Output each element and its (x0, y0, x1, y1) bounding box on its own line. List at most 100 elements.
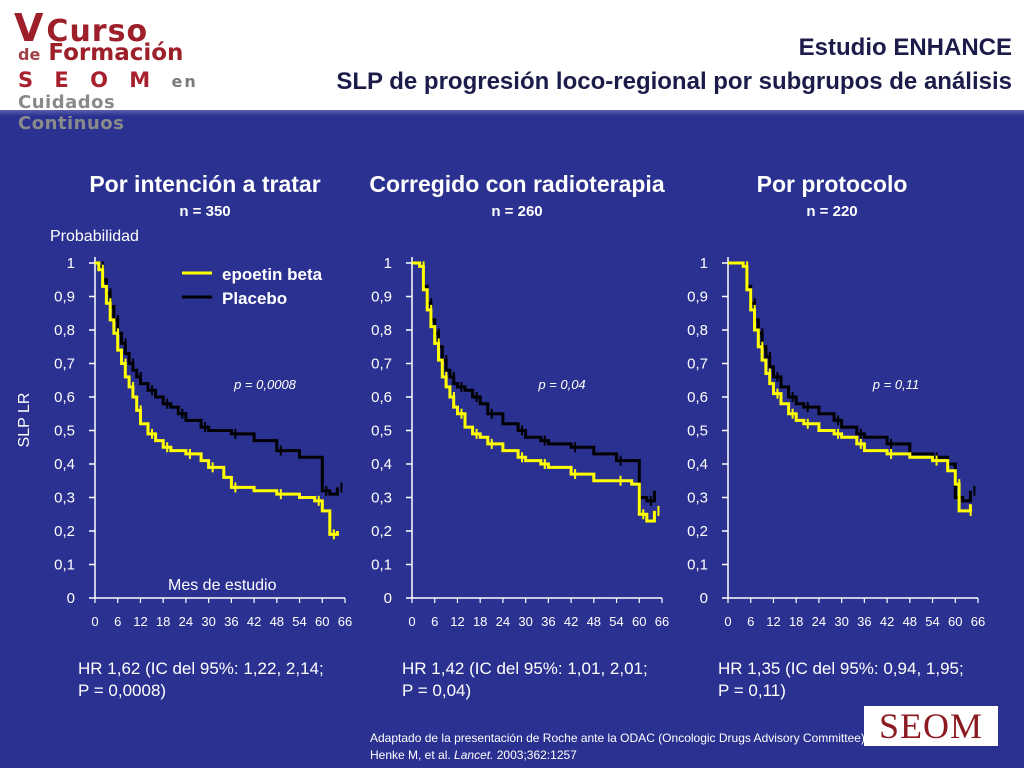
header-band (0, 110, 1024, 116)
x-tick-label-radio: 6 (431, 614, 438, 629)
y-tick-label-itt: 0,4 (54, 456, 75, 473)
x-tick-label-protocol: 66 (971, 614, 985, 629)
y-tick-label-radio: 0,8 (371, 322, 392, 339)
y-tick-label-itt: 0 (67, 590, 75, 607)
x-tick-label-itt: 12 (133, 614, 147, 629)
panel-n-radio: n = 260 (491, 203, 542, 220)
y-tick-label-protocol: 0,9 (687, 289, 708, 306)
x-tick-label-protocol: 6 (747, 614, 754, 629)
p-value-protocol: p = 0,11 (872, 377, 919, 392)
x-tick-label-radio: 42 (564, 614, 578, 629)
x-tick-label-protocol: 54 (925, 614, 939, 629)
y-tick-label-radio: 1 (384, 255, 392, 272)
seom-logo: SEOM (864, 706, 998, 746)
p-value-radio: p = 0,04 (537, 377, 585, 392)
x-tick-label-itt: 66 (338, 614, 352, 629)
x-tick-label-radio: 18 (473, 614, 487, 629)
x-tick-label-itt: 60 (315, 614, 329, 629)
y-tick-label-radio: 0,2 (371, 523, 392, 540)
x-tick-label-radio: 36 (541, 614, 555, 629)
slide-subtitle: SLP de progresión loco-regional por subg… (336, 68, 1012, 95)
panel-n-itt: n = 350 (179, 203, 230, 220)
slide-title: Estudio ENHANCE (798, 34, 1012, 61)
panel-n-protocol: n = 220 (806, 203, 857, 220)
x-tick-label-itt: 42 (247, 614, 261, 629)
series-line-itt-placebo (95, 261, 339, 496)
y-tick-label-protocol: 0,6 (687, 389, 708, 406)
y-tick-label-protocol: 0,8 (687, 322, 708, 339)
y-tick-label-itt: 0,1 (54, 557, 75, 574)
x-tick-label-radio: 12 (450, 614, 464, 629)
y-tick-label-radio: 0,6 (371, 389, 392, 406)
x-tick-label-protocol: 30 (834, 614, 848, 629)
y-tick-label-protocol: 0,5 (687, 423, 708, 440)
x-tick-label-protocol: 60 (948, 614, 962, 629)
legend-label-epoetin-beta: epoetin beta (222, 265, 323, 284)
y-tick-label-protocol: 0,3 (687, 490, 708, 507)
y-tick-label-radio: 0,9 (371, 289, 392, 306)
x-tick-label-radio: 66 (655, 614, 669, 629)
x-tick-label-itt: 36 (224, 614, 238, 629)
x-tick-label-protocol: 0 (724, 614, 731, 629)
x-tick-label-itt: 0 (91, 614, 98, 629)
y-tick-label-radio: 0,5 (371, 423, 392, 440)
x-tick-label-protocol: 42 (880, 614, 894, 629)
y-tick-label-radio: 0,4 (371, 456, 392, 473)
y-tick-label-itt: 0,5 (54, 423, 75, 440)
hr-text-itt: HR 1,62 (IC del 95%: 1,22, 2,14; P = 0,00… (78, 659, 324, 700)
y-tick-label-protocol: 0,4 (687, 456, 708, 473)
y-tick-label-radio: 0 (384, 590, 392, 607)
x-tick-label-radio: 60 (632, 614, 646, 629)
panel-title-protocol: Por protocolo (757, 171, 908, 197)
series-line-protocol-placebo (728, 261, 972, 503)
y-tick-label-itt: 0,3 (54, 490, 75, 507)
hr-text-radio: HR 1,42 (IC del 95%: 1,01, 2,01; P = 0,04… (402, 659, 648, 700)
course-logo: VCurso de Formación S E O M en Cuidados … (14, 6, 198, 134)
x-tick-label-radio: 54 (609, 614, 623, 629)
legend-label-placebo: Placebo (222, 289, 287, 308)
x-tick-label-itt: 30 (201, 614, 215, 629)
hr-text-protocol: HR 1,35 (IC del 95%: 0,94, 1,95; P = 0,11… (718, 659, 964, 700)
y-tick-label-radio: 0,3 (371, 490, 392, 507)
p-value-itt: p = 0,0008 (233, 377, 297, 392)
footnote-reference: Henke M, et al. Lancet. 2003;362:1257 (370, 748, 577, 762)
y-axis-label: SLP LR (16, 393, 33, 448)
x-tick-label-protocol: 18 (789, 614, 803, 629)
panel-title-radio: Corregido con radioterapia (369, 171, 664, 197)
footnote: Adaptado de la presentación de Roche ant… (370, 730, 905, 764)
x-tick-label-radio: 30 (518, 614, 532, 629)
x-tick-label-protocol: 36 (857, 614, 871, 629)
x-tick-label-protocol: 24 (812, 614, 826, 629)
footnote-source: Adaptado de la presentación de Roche ant… (370, 731, 905, 745)
x-tick-label-protocol: 12 (766, 614, 780, 629)
header: VCurso de Formación S E O M en Cuidados … (0, 0, 1024, 134)
x-tick-label-radio: 0 (408, 614, 415, 629)
probability-label: Probabilidad (50, 228, 139, 245)
series-line-itt-epoetin-beta (95, 261, 339, 536)
x-tick-label-itt: 6 (114, 614, 121, 629)
y-tick-label-protocol: 0,2 (687, 523, 708, 540)
panel-title-itt: Por intención a tratar (89, 171, 320, 197)
x-tick-label-radio: 48 (587, 614, 601, 629)
x-axis-label: Mes de estudio (168, 577, 277, 594)
y-tick-label-itt: 0,6 (54, 389, 75, 406)
x-tick-label-itt: 24 (179, 614, 193, 629)
y-tick-label-itt: 0,8 (54, 322, 75, 339)
series-line-radio-placebo (412, 261, 656, 503)
x-tick-label-protocol: 48 (903, 614, 917, 629)
y-tick-label-itt: 0,9 (54, 289, 75, 306)
y-tick-label-protocol: 0,1 (687, 557, 708, 574)
x-tick-label-itt: 18 (156, 614, 170, 629)
x-tick-label-itt: 48 (270, 614, 284, 629)
series-line-protocol-epoetin-beta (728, 261, 972, 513)
series-line-radio-epoetin-beta (412, 261, 656, 523)
y-tick-label-radio: 0,7 (371, 356, 392, 373)
y-tick-label-radio: 0,1 (371, 557, 392, 574)
y-tick-label-itt: 1 (67, 255, 75, 272)
y-tick-label-protocol: 0,7 (687, 356, 708, 373)
y-tick-label-protocol: 0 (700, 590, 708, 607)
x-tick-label-radio: 24 (496, 614, 510, 629)
y-tick-label-itt: 0,7 (54, 356, 75, 373)
y-tick-label-protocol: 1 (700, 255, 708, 272)
